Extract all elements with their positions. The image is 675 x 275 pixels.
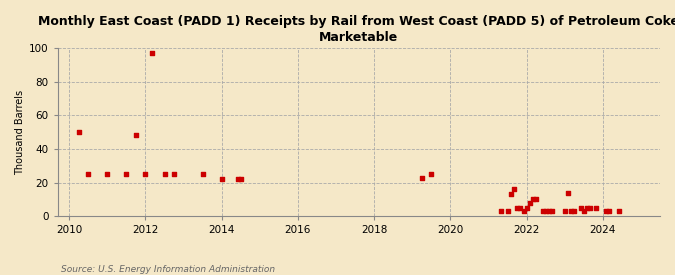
Point [121, 172, 132, 176]
Point [512, 206, 522, 210]
Point [591, 206, 601, 210]
Point [509, 187, 520, 191]
Point [232, 177, 243, 182]
Point [521, 206, 532, 210]
Point [543, 209, 554, 213]
Point [518, 209, 529, 213]
Point [547, 209, 558, 213]
Point [102, 172, 113, 176]
Point [159, 172, 170, 176]
Point [505, 192, 516, 197]
Point [531, 197, 541, 202]
Point [581, 206, 592, 210]
Point [560, 209, 570, 213]
Point [74, 130, 84, 134]
Point [578, 209, 589, 213]
Point [140, 172, 151, 176]
Point [562, 191, 573, 195]
Point [528, 197, 539, 202]
Point [83, 172, 94, 176]
Point [216, 177, 227, 182]
Point [575, 206, 586, 210]
Point [426, 172, 437, 176]
Point [537, 209, 548, 213]
Text: Source: U.S. Energy Information Administration: Source: U.S. Energy Information Administ… [61, 265, 275, 274]
Point [524, 200, 535, 205]
Point [502, 209, 513, 213]
Point [515, 206, 526, 210]
Point [614, 209, 624, 213]
Point [601, 209, 612, 213]
Point [585, 206, 595, 210]
Point [566, 209, 576, 213]
Point [495, 209, 506, 213]
Y-axis label: Thousand Barrels: Thousand Barrels [15, 90, 25, 175]
Point [416, 175, 427, 180]
Point [604, 209, 615, 213]
Point [197, 172, 208, 176]
Point [540, 209, 551, 213]
Point [130, 133, 141, 138]
Point [169, 172, 180, 176]
Point [146, 51, 157, 55]
Point [236, 177, 246, 182]
Title: Monthly East Coast (PADD 1) Receipts by Rail from West Coast (PADD 5) of Petrole: Monthly East Coast (PADD 1) Receipts by … [38, 15, 675, 44]
Point [569, 209, 580, 213]
